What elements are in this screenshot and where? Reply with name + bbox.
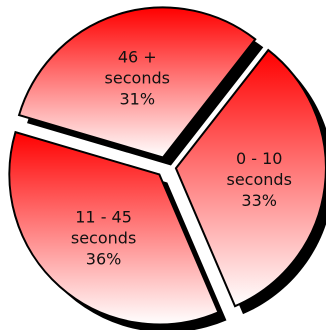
slice-label-line: seconds xyxy=(71,228,136,247)
slice-label-line: 0 - 10 xyxy=(236,149,282,168)
slice-label-line: 33% xyxy=(241,191,277,210)
pie-slice xyxy=(17,6,257,159)
pie-slice xyxy=(8,130,220,326)
slice-label-line: 36% xyxy=(86,249,122,268)
slice-label-line: 46 + xyxy=(118,47,157,66)
slice-label: 0 - 10 seconds 33% xyxy=(227,149,292,210)
slice-label-line: 31% xyxy=(119,89,155,108)
slice-label-line: seconds xyxy=(105,68,170,87)
slices-layer xyxy=(8,6,326,330)
labels-layer: 0 - 10 seconds 33% 11 - 45 seconds 36% 46 + sec… xyxy=(71,47,292,268)
slice-label: 11 - 45 seconds 36% xyxy=(71,207,136,268)
slice-label: 46 + seconds 31% xyxy=(105,47,170,108)
slice-label-line: seconds xyxy=(227,170,292,189)
slice-label-line: 11 - 45 xyxy=(75,207,132,226)
pie-slice xyxy=(174,48,326,308)
